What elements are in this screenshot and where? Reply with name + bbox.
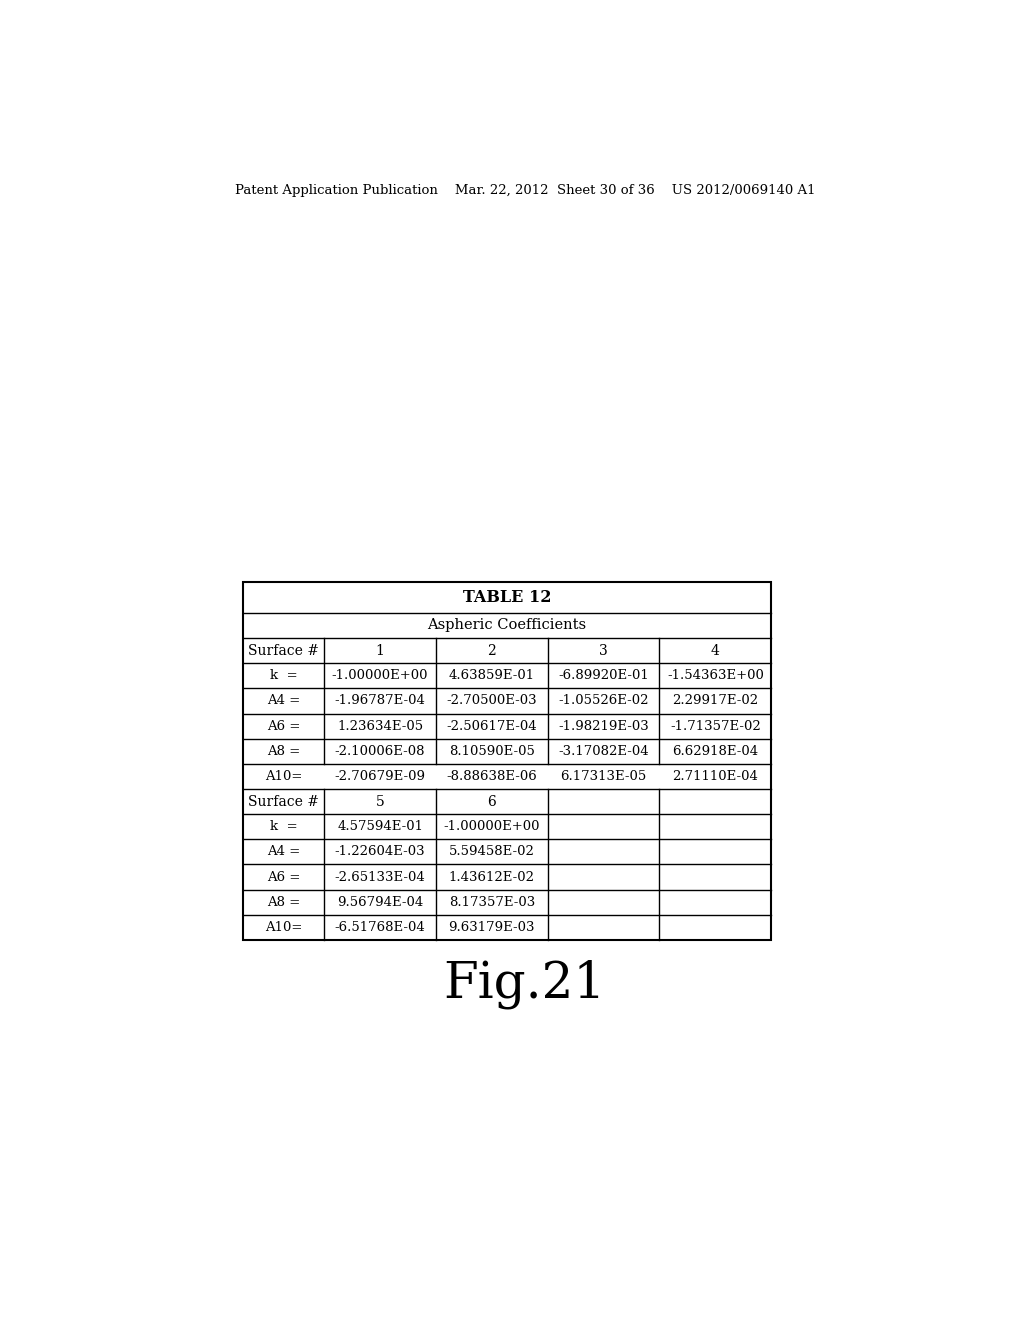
Text: -2.70679E-09: -2.70679E-09 xyxy=(335,770,426,783)
Text: Aspheric Coefficients: Aspheric Coefficients xyxy=(427,619,587,632)
Text: 5: 5 xyxy=(376,795,384,809)
Text: 6: 6 xyxy=(487,795,497,809)
Text: -1.54363E+00: -1.54363E+00 xyxy=(667,669,764,682)
Text: A8 =: A8 = xyxy=(267,744,300,758)
Text: 3: 3 xyxy=(599,644,608,657)
Text: -6.89920E-01: -6.89920E-01 xyxy=(558,669,649,682)
Text: -1.05526E-02: -1.05526E-02 xyxy=(558,694,649,708)
Text: 4.63859E-01: 4.63859E-01 xyxy=(449,669,535,682)
Text: A10=: A10= xyxy=(265,921,302,933)
Text: Fig.21: Fig.21 xyxy=(443,960,606,1008)
Text: 1: 1 xyxy=(376,644,385,657)
Text: -2.65133E-04: -2.65133E-04 xyxy=(335,871,426,883)
Text: 6.17313E-05: 6.17313E-05 xyxy=(560,770,647,783)
Text: 8.10590E-05: 8.10590E-05 xyxy=(449,744,535,758)
Text: A8 =: A8 = xyxy=(267,896,300,908)
Text: A4 =: A4 = xyxy=(267,845,300,858)
Text: -1.98219E-03: -1.98219E-03 xyxy=(558,719,649,733)
Text: 8.17357E-03: 8.17357E-03 xyxy=(449,896,535,908)
Text: -1.96787E-04: -1.96787E-04 xyxy=(335,694,426,708)
Text: -2.10006E-08: -2.10006E-08 xyxy=(335,744,425,758)
Text: 1.43612E-02: 1.43612E-02 xyxy=(449,871,535,883)
Text: -1.22604E-03: -1.22604E-03 xyxy=(335,845,425,858)
Text: A10=: A10= xyxy=(265,770,302,783)
Text: Surface #: Surface # xyxy=(248,795,318,809)
Text: A4 =: A4 = xyxy=(267,694,300,708)
Text: A6 =: A6 = xyxy=(267,719,300,733)
Text: Patent Application Publication    Mar. 22, 2012  Sheet 30 of 36    US 2012/00691: Patent Application Publication Mar. 22, … xyxy=(234,185,815,197)
Text: 9.56794E-04: 9.56794E-04 xyxy=(337,896,423,908)
Text: -1.71357E-02: -1.71357E-02 xyxy=(670,719,761,733)
Text: -3.17082E-04: -3.17082E-04 xyxy=(558,744,649,758)
Text: Surface #: Surface # xyxy=(248,644,318,657)
Bar xyxy=(243,582,771,940)
Text: 5.59458E-02: 5.59458E-02 xyxy=(449,845,535,858)
Text: TABLE 12: TABLE 12 xyxy=(463,589,551,606)
Text: A6 =: A6 = xyxy=(267,871,300,883)
Text: -2.70500E-03: -2.70500E-03 xyxy=(446,694,538,708)
Text: 4.57594E-01: 4.57594E-01 xyxy=(337,820,423,833)
Text: 1.23634E-05: 1.23634E-05 xyxy=(337,719,423,733)
Text: -6.51768E-04: -6.51768E-04 xyxy=(335,921,426,933)
Text: k  =: k = xyxy=(269,669,297,682)
Text: 6.62918E-04: 6.62918E-04 xyxy=(673,744,759,758)
Text: 2.71110E-04: 2.71110E-04 xyxy=(673,770,759,783)
Text: -8.88638E-06: -8.88638E-06 xyxy=(446,770,538,783)
Text: 4: 4 xyxy=(711,644,720,657)
Text: 9.63179E-03: 9.63179E-03 xyxy=(449,921,536,933)
Text: 2.29917E-02: 2.29917E-02 xyxy=(673,694,759,708)
Text: -1.00000E+00: -1.00000E+00 xyxy=(332,669,428,682)
Text: -2.50617E-04: -2.50617E-04 xyxy=(446,719,538,733)
Text: k  =: k = xyxy=(269,820,297,833)
Text: 2: 2 xyxy=(487,644,497,657)
Text: -1.00000E+00: -1.00000E+00 xyxy=(443,820,540,833)
